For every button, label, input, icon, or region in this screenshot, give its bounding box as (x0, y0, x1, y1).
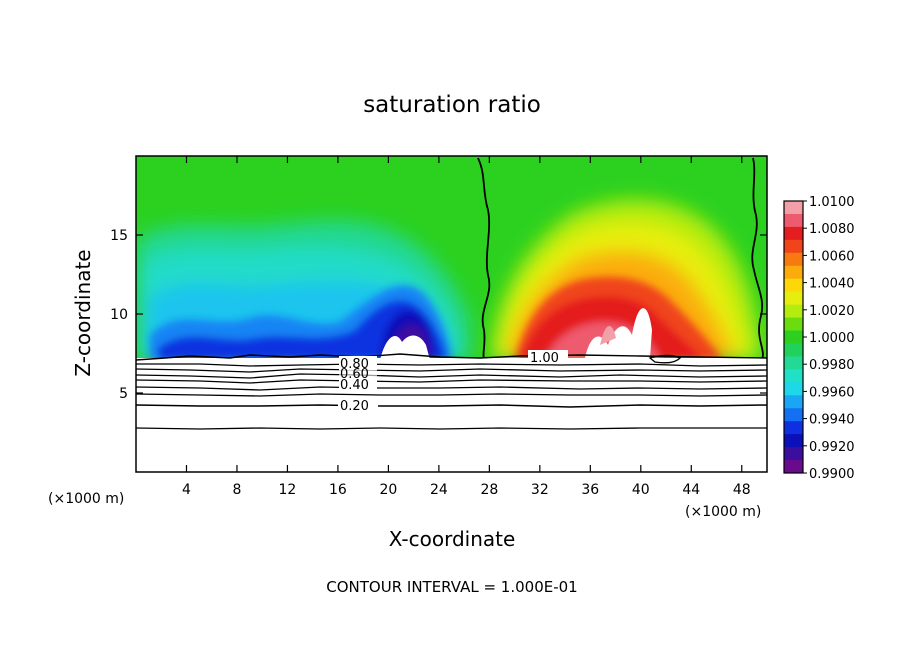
x-tick-label: 4 (182, 482, 191, 498)
x-tick-label: 8 (232, 482, 241, 498)
colorbar-band (784, 395, 803, 409)
colorbar-tick-label: 0.9900 (809, 467, 855, 482)
colorbar-band (784, 408, 803, 422)
y-tick-label: 15 (110, 228, 128, 244)
surface-edge (136, 353, 767, 361)
x-unit-left: (×1000 m) (48, 491, 124, 507)
contour-line-surface-bump (648, 354, 682, 364)
contour-line-0.80 (136, 368, 767, 373)
colorbar-band (784, 317, 803, 332)
cloud-pocket (585, 308, 652, 358)
x-tick-label: 28 (480, 482, 498, 498)
x-tick-label: 32 (531, 482, 549, 498)
colorbar-band (784, 265, 803, 280)
colorbar-band (784, 213, 803, 228)
contour-line-0.20 (136, 427, 767, 430)
cloud-pocket (600, 325, 616, 345)
colorbar-band (784, 382, 803, 396)
x-tick-label: 48 (733, 482, 751, 498)
colorbar-tick-label: 0.9960 (809, 385, 855, 400)
subcloud-region (136, 358, 767, 472)
colorbar-band (784, 226, 803, 241)
colorbar-band (784, 356, 803, 370)
colorbar-band (784, 434, 803, 448)
colorbar-band (784, 421, 803, 435)
colorbar-tick-label: 1.0100 (809, 195, 855, 210)
contour-line-0.40 (136, 393, 767, 397)
colorbar-band (784, 201, 803, 215)
x-unit-right: (×1000 m) (685, 504, 761, 520)
colorbar-band (784, 304, 803, 319)
colorbar-tick-label: 0.9980 (809, 358, 855, 373)
contour-line-0.90 (136, 363, 767, 367)
contour-line-1.00 (477, 157, 491, 361)
contour-label-1.00: 1.00 (530, 351, 559, 366)
y-tick-label: 5 (119, 386, 128, 402)
y-tick-label: 10 (110, 307, 128, 323)
colorbar-band (784, 291, 803, 306)
x-axis-title: X-coordinate (389, 527, 516, 551)
contour-labels: 0.80 0.60 0.40 0.20 1.00 (338, 350, 568, 414)
colorbar-band (784, 447, 803, 461)
y-axis-title: Z-coordinate (71, 249, 95, 376)
colorbar-tick-label: 0.9940 (809, 413, 855, 428)
colorbar-tick-label: 1.0040 (809, 277, 855, 292)
x-tick-label: 36 (581, 482, 599, 498)
contour-field: 0.80 0.60 0.40 0.20 1.00 (136, 156, 767, 472)
contour-interval-note: CONTOUR INTERVAL = 1.000E-01 (326, 578, 577, 596)
x-tick-label: 16 (329, 482, 347, 498)
chart-title: saturation ratio (363, 92, 541, 118)
colorbar-band (784, 343, 803, 357)
colorbar-tick-label: 1.0060 (809, 249, 855, 264)
colorbar (784, 201, 803, 474)
y-axis-ticks: 5 10 15 (110, 228, 767, 402)
x-tick-label: 40 (632, 482, 650, 498)
colorbar-band (784, 369, 803, 383)
colorbar-tick-label: 1.0080 (809, 222, 855, 237)
x-tick-label: 20 (379, 482, 397, 498)
contour-label-0.40: 0.40 (340, 378, 369, 393)
contour-line-0.60 (136, 379, 767, 384)
contour-label-0.20: 0.20 (340, 399, 369, 414)
x-axis-ticks: 4 8 12 16 20 24 28 32 36 40 44 48 (182, 156, 751, 498)
colorbar-band (784, 460, 803, 474)
colorbar-tick-label: 0.9920 (809, 440, 855, 455)
x-tick-label: 24 (430, 482, 448, 498)
colorbar-band (784, 278, 803, 293)
x-tick-label: 44 (682, 482, 700, 498)
colorbar-band (784, 252, 803, 267)
contour-line-0.70 (136, 373, 767, 379)
colorbar-tick-label: 1.0020 (809, 304, 855, 319)
x-tick-label: 12 (279, 482, 297, 498)
colorbar-tick-label: 1.0000 (809, 331, 855, 346)
colorbar-band (784, 239, 803, 254)
colorbar-band (784, 330, 803, 344)
contour-line-1.00 (751, 157, 764, 361)
contour-line-0.30 (136, 404, 767, 408)
colorbar-ticks: 1.0100 1.0080 1.0060 1.0040 1.0020 1.0000 0.99… (803, 195, 855, 482)
contour-line-0.50 (136, 386, 767, 391)
